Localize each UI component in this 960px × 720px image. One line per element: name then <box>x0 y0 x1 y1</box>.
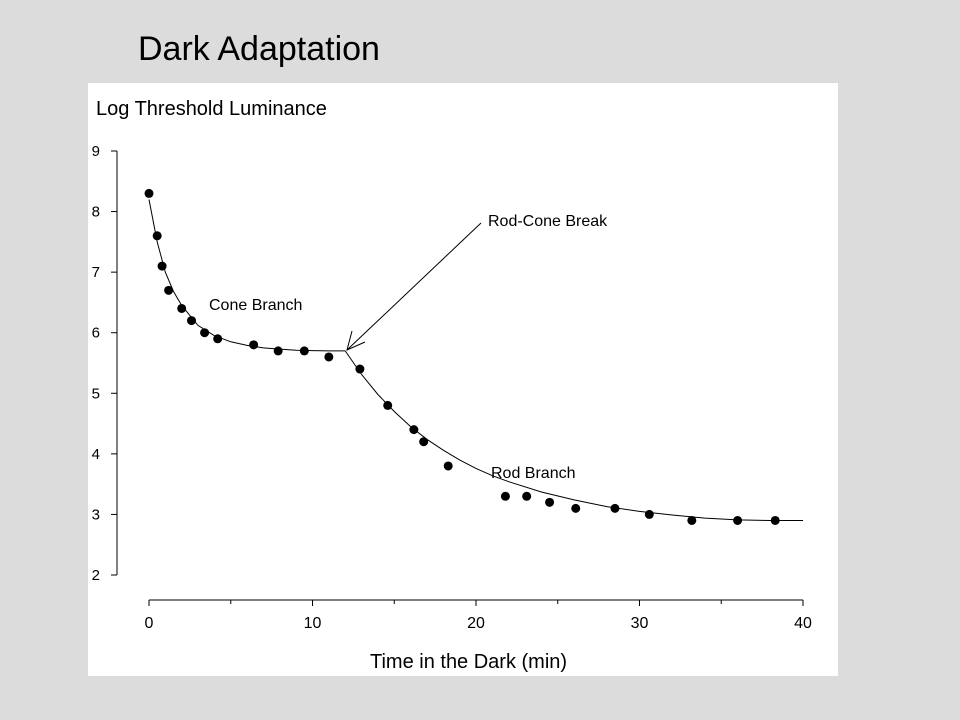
x-tick-label: 20 <box>467 615 485 632</box>
data-point <box>545 497 555 507</box>
axes <box>116 151 803 601</box>
data-point <box>213 334 223 344</box>
x-tick-label: 10 <box>304 615 322 632</box>
rod-branch-curve <box>344 350 803 521</box>
y-tick-label: 2 <box>92 567 100 584</box>
data-point <box>500 491 510 501</box>
data-point <box>299 346 309 356</box>
y-tick-label: 6 <box>92 325 100 342</box>
x-axis-label: Time in the Dark (min) <box>370 651 567 673</box>
annotation-cone-branch: Cone Branch <box>209 297 302 314</box>
fitted-curve-layer <box>148 199 803 521</box>
x-tick-label: 0 <box>145 615 154 632</box>
annotation-rod-cone-break: Rod-Cone Break <box>488 213 608 230</box>
data-point <box>409 425 419 435</box>
y-tick-label: 7 <box>92 264 100 281</box>
annotation-layer: Rod-Cone Break Cone Branch Rod Branch <box>209 213 608 482</box>
x-tick-label: 40 <box>794 615 812 632</box>
data-point <box>273 346 283 356</box>
data-point <box>770 515 780 525</box>
data-point <box>355 364 365 374</box>
data-point <box>249 340 259 350</box>
annotation-rod-branch: Rod Branch <box>491 465 576 482</box>
chart-panel: 2 3 4 5 6 7 8 9 0 10 20 30 40 Rod-Cone Break Cone Br… <box>88 83 838 676</box>
slide-title: Dark Adaptation <box>138 30 380 68</box>
data-point <box>522 491 532 501</box>
dark-adaptation-chart: 2 3 4 5 6 7 8 9 0 10 20 30 40 Rod-Cone Break Cone Br… <box>92 98 812 673</box>
data-point <box>687 515 697 525</box>
y-tick-label: 9 <box>92 143 100 160</box>
y-axis-label: Log Threshold Luminance <box>96 98 327 120</box>
rod-cone-break-arrow-shaft <box>346 222 482 351</box>
data-point <box>200 328 210 338</box>
data-point <box>177 303 187 313</box>
rod-cone-break-arrowhead <box>346 330 366 351</box>
y-tick-label: 8 <box>92 204 100 221</box>
x-tick-label: 30 <box>631 615 649 632</box>
data-point <box>144 188 154 198</box>
data-point <box>324 352 334 362</box>
data-point <box>157 261 167 271</box>
data-point <box>610 503 620 513</box>
cone-branch-curve <box>148 199 346 352</box>
data-point <box>187 316 197 326</box>
y-tick-label: 3 <box>92 506 100 523</box>
data-point <box>419 437 429 447</box>
data-point <box>383 400 393 410</box>
data-point <box>644 509 654 519</box>
data-point <box>733 515 743 525</box>
data-point <box>443 461 453 471</box>
data-point <box>164 285 174 295</box>
y-tick-label: 5 <box>92 385 100 402</box>
y-tick-label: 4 <box>92 446 100 463</box>
data-point <box>152 231 162 241</box>
data-points-layer <box>144 188 780 525</box>
data-point <box>571 503 581 513</box>
ticks: 2 3 4 5 6 7 8 9 0 10 20 30 40 <box>92 143 812 632</box>
